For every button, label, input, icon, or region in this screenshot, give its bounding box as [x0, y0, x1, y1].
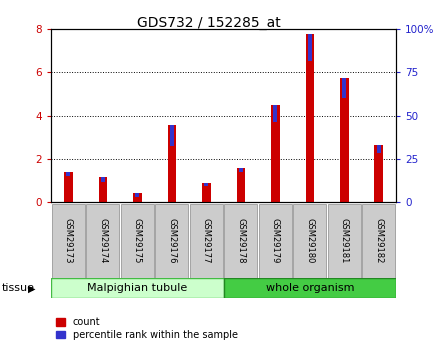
Bar — [135, 193, 139, 197]
Bar — [340, 78, 348, 202]
Bar — [121, 204, 154, 278]
Bar — [377, 145, 381, 153]
Bar — [259, 204, 292, 278]
Bar — [375, 145, 383, 202]
Text: GSM29180: GSM29180 — [305, 218, 314, 263]
Text: Malpighian tubule: Malpighian tubule — [87, 284, 187, 293]
Bar — [328, 204, 361, 278]
Text: tissue: tissue — [2, 284, 35, 293]
Legend: count, percentile rank within the sample: count, percentile rank within the sample — [56, 317, 238, 340]
Bar — [204, 184, 208, 186]
Bar — [99, 177, 107, 202]
Bar — [293, 204, 326, 278]
Bar — [362, 204, 395, 278]
Bar — [52, 204, 85, 278]
Text: GSM29179: GSM29179 — [271, 218, 280, 263]
Text: GDS732 / 152285_at: GDS732 / 152285_at — [137, 16, 281, 30]
Bar — [168, 125, 176, 202]
Bar — [202, 184, 210, 202]
Bar — [224, 278, 396, 298]
Text: GSM29178: GSM29178 — [236, 218, 245, 263]
Bar — [86, 204, 119, 278]
Bar — [155, 204, 188, 278]
Text: whole organism: whole organism — [266, 284, 354, 293]
Bar — [308, 33, 312, 61]
Bar — [170, 125, 174, 146]
Text: GSM29177: GSM29177 — [202, 218, 211, 263]
Text: GSM29174: GSM29174 — [98, 218, 107, 263]
Bar — [342, 78, 346, 98]
Text: GSM29182: GSM29182 — [374, 218, 383, 263]
Bar — [190, 204, 223, 278]
Text: GSM29175: GSM29175 — [133, 218, 142, 263]
Bar — [237, 168, 245, 202]
Text: GSM29173: GSM29173 — [64, 218, 73, 263]
Bar — [273, 105, 277, 122]
Bar — [64, 172, 73, 202]
Bar — [224, 204, 257, 278]
Bar — [101, 177, 105, 182]
Bar — [239, 168, 243, 172]
Bar — [51, 278, 224, 298]
Bar — [66, 172, 70, 176]
Bar — [271, 105, 279, 202]
Text: ▶: ▶ — [28, 284, 36, 293]
Bar — [133, 193, 142, 202]
Bar — [306, 33, 314, 202]
Text: GSM29176: GSM29176 — [167, 218, 176, 263]
Text: GSM29181: GSM29181 — [340, 218, 349, 263]
